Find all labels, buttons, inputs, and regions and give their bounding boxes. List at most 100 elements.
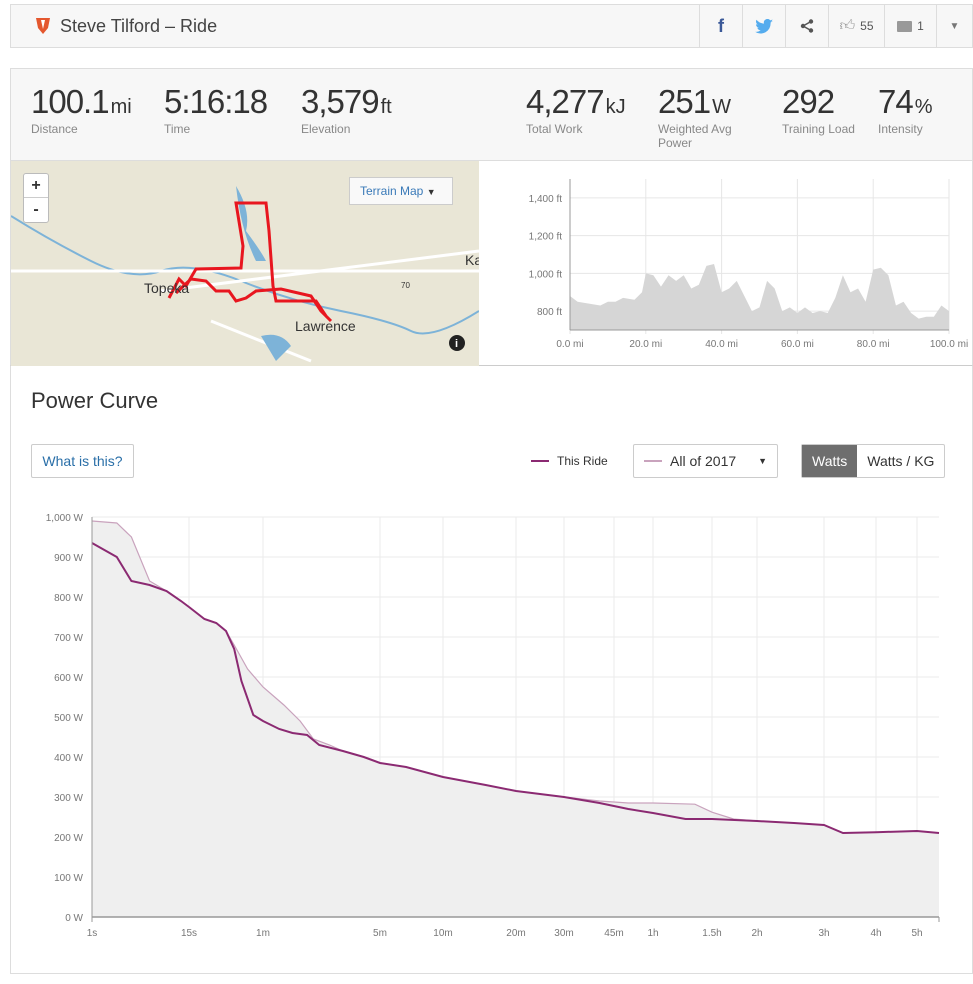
stat-value: 292 xyxy=(782,83,835,120)
x-tick-label: 40.0 mi xyxy=(705,339,738,350)
y-tick-label: 100 W xyxy=(54,873,83,884)
stat-total-work: 4,277 kJ Total Work xyxy=(526,83,626,136)
y-tick-label: 1,000 W xyxy=(46,513,84,524)
y-tick-label: 400 W xyxy=(54,753,83,764)
stat-label: Training Load xyxy=(782,122,855,136)
share-icon xyxy=(800,19,814,33)
watts-per-kg-toggle[interactable]: Watts / KG xyxy=(867,453,935,469)
stat-unit: W xyxy=(712,96,731,118)
route-line xyxy=(167,201,333,323)
series-line-this-ride xyxy=(91,542,940,835)
kudos-count: 55 xyxy=(860,19,874,33)
twitter-icon xyxy=(755,18,773,34)
x-tick-label: 5m xyxy=(373,928,387,939)
what-is-this-button[interactable]: What is this? xyxy=(31,444,134,478)
stat-weighted-power: 251 W Weighted Avg Power xyxy=(658,83,758,150)
zoom-control: + - xyxy=(23,173,49,223)
y-tick-label: 700 W xyxy=(54,633,83,644)
legend-this-ride: This Ride xyxy=(531,454,608,468)
period-select[interactable]: All of 2017 ▼ xyxy=(633,444,778,478)
caret-down-icon: ▼ xyxy=(426,187,436,197)
x-tick-label: 60.0 mi xyxy=(781,339,814,350)
shield-logo-icon xyxy=(36,18,50,34)
legend-swatch xyxy=(644,460,662,462)
facebook-icon: f xyxy=(718,15,724,36)
more-menu-button[interactable]: ▼ xyxy=(936,5,972,47)
comment-count: 1 xyxy=(917,19,924,33)
caret-down-icon: ▼ xyxy=(758,456,768,466)
map-layer-label: Terrain Map xyxy=(360,184,424,198)
y-tick-label: 300 W xyxy=(54,793,83,804)
activity-header: Steve Tilford – Ride f 👍︎ 55 1 ▼ xyxy=(10,4,973,48)
comments-button[interactable]: 1 xyxy=(884,5,936,47)
legend-swatch xyxy=(531,460,549,462)
map-canvas: Topeka Lawrence Ka 70 i xyxy=(11,186,479,363)
x-tick-label: 100.0 mi xyxy=(930,339,968,350)
y-tick-label: 1,000 ft xyxy=(529,269,563,280)
y-tick-label: 800 W xyxy=(54,593,83,604)
zoom-in-button[interactable]: + xyxy=(24,174,48,198)
highway-label: 70 xyxy=(401,281,410,290)
stat-value: 4,277 xyxy=(526,83,605,120)
twitter-share-button[interactable] xyxy=(742,5,785,47)
stat-intensity: 74% Intensity xyxy=(878,83,933,136)
period-select-value: All of 2017 xyxy=(670,453,737,469)
y-tick-label: 600 W xyxy=(54,673,83,684)
zoom-out-button[interactable]: - xyxy=(33,201,39,218)
x-tick-label: 10m xyxy=(433,928,452,939)
stat-time: 5:16:18 Time xyxy=(164,83,268,136)
thumbs-up-icon: 👍︎ xyxy=(839,17,856,34)
stat-label: Time xyxy=(164,122,191,136)
comment-icon xyxy=(897,20,913,32)
x-tick-label: 2h xyxy=(751,928,762,939)
x-tick-label: 5h xyxy=(911,928,922,939)
stat-unit: % xyxy=(914,96,933,118)
unit-toggle: Watts Watts / KG xyxy=(801,444,946,478)
caret-down-icon: ▼ xyxy=(949,20,960,32)
stat-value: 251 xyxy=(658,83,711,120)
y-tick-label: 1,200 ft xyxy=(529,232,563,243)
stat-label: Elevation xyxy=(301,122,351,136)
map-layer-dropdown[interactable]: Terrain Map ▼ xyxy=(349,177,453,205)
stat-label: Distance xyxy=(31,122,78,136)
page-title: Steve Tilford – Ride xyxy=(60,15,218,36)
x-tick-label: 80.0 mi xyxy=(857,339,890,350)
x-tick-label: 30m xyxy=(554,928,573,939)
x-tick-label: 4h xyxy=(870,928,881,939)
stat-label: Intensity xyxy=(878,122,923,136)
map-label-ka: Ka xyxy=(465,252,479,268)
info-icon[interactable] xyxy=(449,335,465,351)
svg-text:i: i xyxy=(455,338,458,350)
stat-unit: mi xyxy=(110,96,132,118)
x-tick-label: 3h xyxy=(818,928,829,939)
stat-label: Total Work xyxy=(526,122,583,136)
power-curve-chart: 0 W 100 W 200 W 300 W 400 W 500 W 600 W 700 W 80… xyxy=(46,513,940,939)
watts-toggle[interactable]: Watts xyxy=(802,445,858,477)
map-label-topeka: Topeka xyxy=(144,280,189,296)
kudos-button[interactable]: 👍︎ 55 xyxy=(828,5,884,47)
stat-distance: 100.1 mi Distance xyxy=(31,83,132,136)
x-tick-label: 45m xyxy=(604,928,623,939)
stat-unit: kJ xyxy=(605,96,626,118)
stat-value: 74 xyxy=(878,83,914,120)
x-tick-label: 20.0 mi xyxy=(629,339,662,350)
x-tick-label: 1h xyxy=(647,928,658,939)
facebook-share-button[interactable]: f xyxy=(699,5,742,47)
route-map[interactable]: Topeka Lawrence Ka 70 i + - Terrain Map … xyxy=(11,161,479,366)
x-tick-label: 1m xyxy=(256,928,270,939)
stat-label: Weighted Avg Power xyxy=(658,122,732,150)
share-button[interactable] xyxy=(785,5,828,47)
stat-value: 100.1 xyxy=(31,83,110,120)
legend-label: This Ride xyxy=(557,454,608,468)
elevation-area xyxy=(570,263,949,330)
power-curve-title: Power Curve xyxy=(31,388,159,413)
stat-elevation: 3,579 ft Elevation xyxy=(301,83,392,136)
stat-unit: ft xyxy=(380,96,392,118)
elevation-chart: 1,400 ft 1,200 ft 1,000 ft 800 ft 0.0 mi 20.0… xyxy=(529,179,968,350)
y-tick-label: 800 ft xyxy=(537,307,562,318)
y-tick-label: 0 W xyxy=(65,913,83,924)
y-tick-label: 200 W xyxy=(54,833,83,844)
y-tick-label: 500 W xyxy=(54,713,83,724)
y-tick-label: 1,400 ft xyxy=(529,194,563,205)
map-label-lawrence: Lawrence xyxy=(295,318,356,334)
